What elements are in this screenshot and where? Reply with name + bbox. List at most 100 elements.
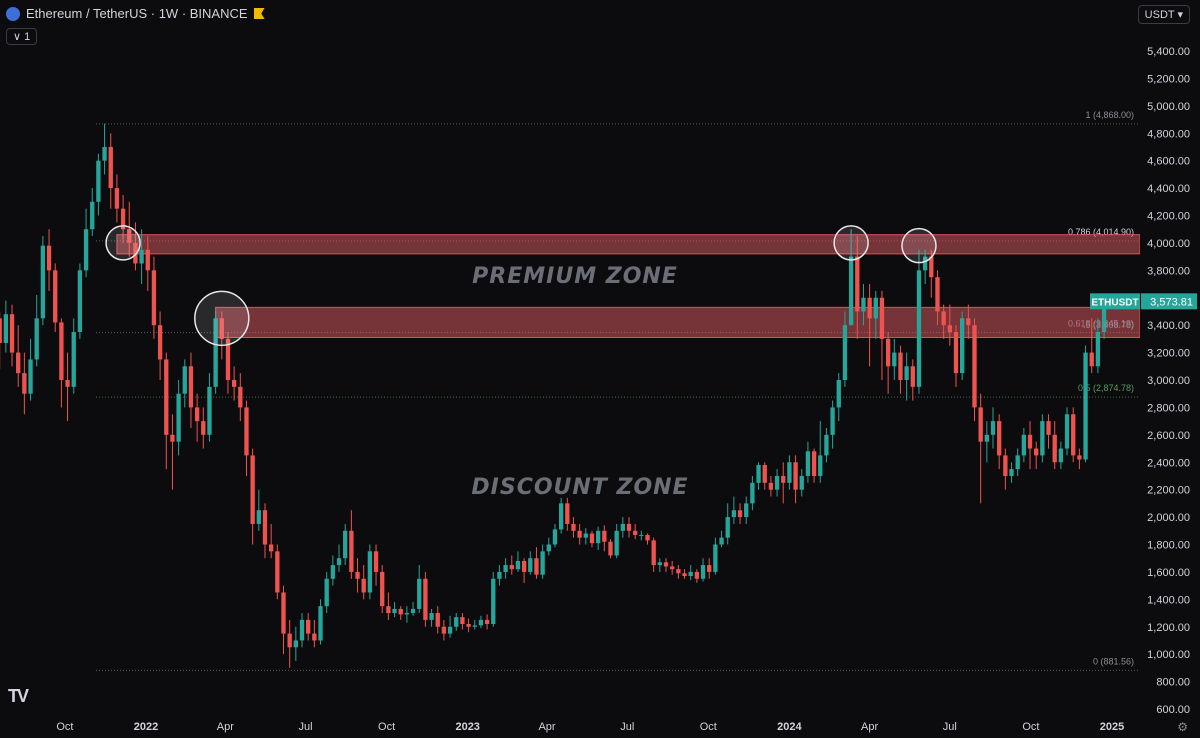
candle-body (65, 380, 70, 387)
flag-icon[interactable] (253, 8, 265, 19)
candle-body (1071, 414, 1076, 456)
candle-body (990, 421, 996, 435)
candle-body (1046, 421, 1051, 435)
last-price-label: 3,573.81 (1150, 296, 1193, 308)
interval-chip-label: 1 (24, 31, 31, 43)
x-tick-label: Oct (378, 721, 395, 733)
candle-body (768, 482, 774, 490)
candle-body (447, 626, 453, 634)
candle-body (139, 249, 144, 264)
candle-body (164, 359, 169, 435)
candle-body (398, 608, 403, 615)
candle-body (102, 146, 107, 161)
candle-body (330, 565, 336, 579)
candle-body (441, 626, 447, 634)
candle-body (392, 608, 397, 614)
interval-chip[interactable]: ∨ 1 (6, 28, 38, 45)
resistance-zone-0 (116, 234, 1141, 255)
fib-label-3: 0.5 (2,874.78) (1078, 383, 1134, 393)
y-tick-label: 4,200.00 (1147, 211, 1190, 223)
candle-body (762, 464, 767, 483)
highlight-circle-3 (901, 227, 937, 264)
candle-body (750, 482, 755, 504)
fib-extra-label: .5 (3,408.78) (1083, 320, 1134, 330)
candle-body (873, 297, 878, 319)
y-tick-label: 5,400.00 (1147, 46, 1190, 58)
chart-title[interactable]: Ethereum / TetherUS · 1W · BINANCE (26, 6, 248, 21)
candle-body (404, 613, 410, 615)
candle-body (454, 617, 459, 627)
candle-body (546, 544, 551, 552)
gear-icon[interactable]: ⚙ (1177, 720, 1188, 734)
candle-body (694, 571, 700, 579)
candle-body (380, 571, 385, 607)
candle-body (127, 229, 132, 243)
candle-body (577, 530, 582, 538)
candle-body (953, 332, 959, 374)
candle-body (275, 551, 280, 593)
candle-body (848, 256, 854, 326)
x-tick-label: Jul (298, 721, 312, 733)
candle-body (966, 318, 971, 326)
candle-body (676, 569, 681, 574)
candle-body (608, 541, 613, 556)
last-price-tag (1141, 293, 1197, 310)
candle-body (1021, 434, 1027, 456)
candle-body (744, 503, 749, 518)
candle-body (22, 373, 27, 394)
candle-body (472, 625, 477, 627)
candle-body (1040, 421, 1045, 456)
candle-body (1015, 455, 1020, 470)
candle-body (1077, 455, 1082, 460)
candle-body (9, 314, 15, 353)
y-tick-label: 3,200.00 (1147, 348, 1190, 360)
candle-body (213, 318, 218, 387)
candle-body (663, 562, 669, 567)
y-tick-label: 3,800.00 (1147, 265, 1190, 277)
candle-body (521, 560, 527, 572)
y-tick-label: 2,400.00 (1147, 457, 1190, 469)
y-tick-label: 2,600.00 (1147, 430, 1190, 442)
candle-body (947, 325, 952, 333)
candle-body (435, 613, 440, 627)
tradingview-logo[interactable]: TV (8, 686, 29, 706)
highlight-circle-1 (194, 290, 250, 347)
candle-body (774, 475, 780, 490)
candle-body (349, 530, 354, 572)
candle-body (3, 314, 9, 343)
candle-body (151, 270, 157, 326)
candle-body (534, 558, 539, 575)
candle-body (960, 318, 965, 374)
fib-label-1: 0.786 (4,014.90) (1068, 227, 1134, 237)
candle-body (133, 242, 138, 264)
candle-body (306, 619, 311, 634)
candle-body (478, 619, 484, 626)
y-tick-label: 5,000.00 (1147, 101, 1190, 113)
x-tick-label: Jul (943, 721, 957, 733)
currency-select[interactable]: USDT ▾ (1137, 5, 1190, 24)
candle-body (1064, 414, 1070, 449)
x-tick-label: Apr (217, 721, 234, 733)
candle-body (842, 325, 848, 380)
candle-body (268, 544, 274, 552)
candle-body (799, 475, 804, 490)
candle-body (552, 529, 558, 545)
candle-body (34, 318, 39, 360)
candle-body (417, 578, 422, 609)
candle-body (879, 297, 885, 339)
x-tick-label: 2023 (455, 721, 479, 733)
candle-body (281, 592, 286, 634)
candle-body (805, 451, 811, 476)
x-tick-label: 2022 (134, 721, 158, 733)
candle-body (238, 386, 243, 408)
candle-body (176, 393, 181, 442)
candle-body (108, 146, 113, 189)
candle-body (713, 544, 718, 572)
y-tick-label: 4,800.00 (1147, 128, 1190, 140)
candle-body (40, 245, 46, 319)
candle-body (978, 407, 983, 442)
ethereum-logo-icon (6, 6, 20, 21)
zone-label-0: PREMIUM ZONE (472, 264, 678, 289)
candle-body (707, 565, 712, 572)
